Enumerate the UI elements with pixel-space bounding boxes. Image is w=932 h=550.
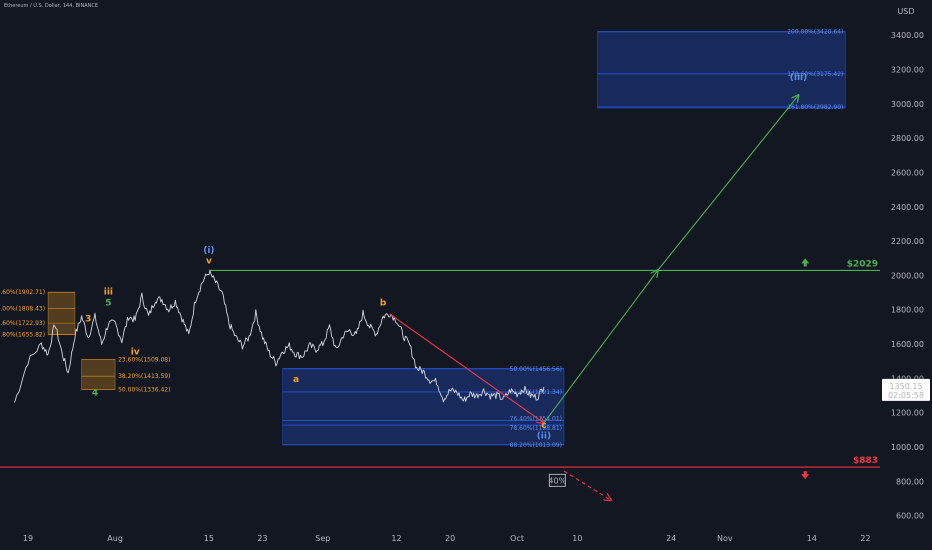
orange-zone-upper-fib-label: 161.80%(1655.82): [0, 332, 45, 339]
correction-zone-ii-fib-label: 50.00%(1456.56): [510, 366, 562, 373]
x-tick-label: 23: [257, 534, 267, 543]
wave-label: (i): [203, 246, 214, 256]
y-tick-label: 1400.00: [891, 374, 924, 383]
correction-zone-ii-fib-label: 61.80%(1321.34): [510, 389, 562, 396]
red-trendline: [389, 313, 544, 423]
orange-zone-lower-fib-label: 23.60%(1509.08): [118, 357, 170, 364]
x-tick-label: Nov: [717, 534, 733, 543]
wave-label: iii: [104, 287, 113, 297]
wave-label: 4: [92, 389, 98, 399]
correction-zone-ii-fib-label: 78.60%(1128.81): [510, 425, 562, 432]
y-tick-label: 600.00: [896, 512, 924, 521]
wave-label: v: [206, 256, 212, 266]
y-tick-label: 2600.00: [891, 168, 924, 177]
orange-zone-upper-fib-label: 178.60%(1722.93): [0, 320, 45, 327]
x-tick-label: Sep: [315, 534, 330, 543]
orange-zone-upper-fib-label: 200.00%(1808.43): [0, 305, 45, 312]
arrow-down-icon: [801, 471, 810, 480]
green-arrow-2: [657, 95, 799, 271]
chart-title: Ethereum / U.S. Dollar, 144, BINANCE: [4, 3, 99, 9]
countdown-timer: 02:05:58: [888, 391, 924, 400]
orange-zone-lower: [81, 359, 116, 390]
wave-label: b: [380, 298, 387, 308]
wave-label: 5: [105, 298, 111, 308]
target-zone-iii-fib-label: 161.80%(2982.90): [787, 104, 843, 111]
y-tick-label: 2800.00: [891, 134, 924, 143]
y-tick-label: 3400.00: [891, 31, 924, 40]
x-tick-label: 14: [807, 534, 817, 543]
x-tick-label: 24: [666, 534, 676, 543]
wave-label: 3: [85, 315, 91, 325]
correction-zone-ii: [282, 368, 565, 446]
y-tick-label: 2400.00: [891, 203, 924, 212]
current-price-value: 1350.15: [889, 382, 922, 391]
y-axis-panel: [880, 0, 932, 550]
correction-zone-ii-fib-label: 88.20%(1013.09): [510, 442, 562, 449]
orange-zone-upper: [47, 291, 76, 335]
x-tick-label: 12: [391, 534, 401, 543]
percent-badge-text: 40%: [548, 476, 566, 485]
y-tick-label: 800.00: [896, 477, 924, 486]
currency-label: USD: [897, 7, 914, 16]
orange-zone-upper-fib-label: 223.60%(1902.71): [0, 289, 45, 296]
wave-label: (iii): [790, 73, 807, 83]
wave-label: c: [541, 421, 546, 431]
y-tick-label: 2200.00: [891, 237, 924, 246]
wave-label: (ii): [537, 431, 551, 441]
wave-label: iv: [131, 347, 140, 357]
orange-zone-lower-fib-label: 38.20%(1413.59): [118, 373, 170, 380]
x-tick-label: 22: [860, 534, 870, 543]
x-tick-label: 20: [445, 534, 455, 543]
x-axis-panel: [0, 528, 932, 550]
target-zone-iii: [597, 31, 846, 109]
x-tick-label: 10: [572, 534, 582, 543]
green-arrow-1: [543, 270, 658, 424]
y-tick-label: 1800.00: [891, 306, 924, 315]
y-tick-label: 1600.00: [891, 340, 924, 349]
target-zone-iii-fib-label: 200.00%(3420.64): [787, 29, 843, 36]
y-tick-label: 1200.00: [891, 409, 924, 418]
percent-badge: [548, 473, 566, 487]
x-tick-label: 15: [204, 534, 214, 543]
resistance-label: $2029: [847, 259, 878, 269]
x-tick-label: Oct: [510, 534, 524, 543]
current-price-box: [882, 378, 930, 401]
price-line: [14, 270, 545, 403]
y-tick-label: 3000.00: [891, 100, 924, 109]
y-tick-label: 1000.00: [891, 443, 924, 452]
y-tick-label: 3200.00: [891, 65, 924, 74]
correction-zone-ii-fib-label: 76.40%(1154.01): [510, 416, 562, 423]
target-zone-iii-fib-label: 178.60%(3175.42): [787, 71, 843, 78]
x-tick-label: Aug: [107, 534, 123, 543]
y-tick-label: 2000.00: [891, 271, 924, 280]
orange-zone-lower-fib-label: 50.00%(1336.42): [118, 386, 170, 393]
red-dashed-arrow: [563, 470, 611, 500]
arrow-up-icon: [801, 258, 810, 267]
wave-label: a: [293, 375, 299, 385]
x-tick-label: 19: [23, 534, 33, 543]
support-label: $883: [853, 456, 878, 466]
